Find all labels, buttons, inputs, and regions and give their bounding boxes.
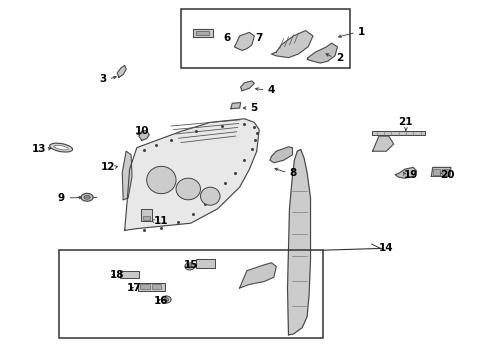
Text: 18: 18	[110, 270, 124, 280]
Ellipse shape	[176, 178, 200, 200]
Text: 5: 5	[250, 103, 257, 113]
Bar	[432, 169, 439, 175]
Ellipse shape	[187, 265, 192, 268]
Text: 19: 19	[403, 170, 417, 180]
Text: 13: 13	[32, 144, 46, 154]
Ellipse shape	[163, 298, 168, 301]
Polygon shape	[124, 119, 259, 230]
Text: 7: 7	[255, 33, 263, 43]
Polygon shape	[430, 167, 450, 176]
Bar	[138, 283, 164, 291]
Text: 11: 11	[154, 216, 168, 226]
Bar	[195, 259, 215, 268]
Ellipse shape	[161, 296, 171, 303]
Bar	[151, 284, 161, 289]
Polygon shape	[306, 43, 337, 63]
Bar	[142, 216, 149, 220]
Text: 9: 9	[58, 193, 64, 203]
Ellipse shape	[54, 145, 68, 150]
Text: 6: 6	[224, 33, 230, 43]
Text: 12: 12	[100, 162, 115, 172]
Polygon shape	[234, 32, 254, 50]
Ellipse shape	[50, 143, 72, 152]
Polygon shape	[271, 31, 312, 58]
Polygon shape	[117, 66, 126, 77]
Text: 4: 4	[267, 85, 275, 95]
Ellipse shape	[200, 187, 220, 205]
Bar	[140, 284, 149, 289]
Bar	[195, 31, 209, 35]
Polygon shape	[239, 263, 276, 288]
Bar	[120, 271, 139, 278]
Text: 2: 2	[336, 53, 343, 63]
Ellipse shape	[146, 166, 176, 194]
Text: 3: 3	[99, 74, 106, 84]
Polygon shape	[193, 29, 212, 37]
Bar	[181, 9, 349, 68]
Text: 1: 1	[358, 27, 365, 37]
Bar	[141, 209, 151, 221]
Text: 10: 10	[134, 126, 149, 136]
Polygon shape	[139, 130, 149, 140]
Text: 17: 17	[127, 283, 142, 293]
Text: 15: 15	[183, 260, 198, 270]
Ellipse shape	[184, 263, 194, 270]
Polygon shape	[122, 151, 132, 200]
Polygon shape	[287, 149, 310, 335]
Polygon shape	[230, 103, 240, 109]
Ellipse shape	[84, 195, 90, 199]
Polygon shape	[240, 81, 254, 91]
Bar	[441, 169, 448, 175]
Ellipse shape	[81, 193, 93, 201]
Bar	[371, 131, 425, 135]
Text: 20: 20	[439, 170, 454, 180]
Polygon shape	[394, 167, 416, 178]
Text: 14: 14	[378, 243, 393, 253]
Polygon shape	[269, 147, 292, 163]
Polygon shape	[372, 136, 393, 151]
Text: 21: 21	[398, 117, 412, 127]
Text: 8: 8	[289, 168, 296, 178]
Text: 16: 16	[154, 296, 168, 306]
Bar	[59, 250, 322, 338]
